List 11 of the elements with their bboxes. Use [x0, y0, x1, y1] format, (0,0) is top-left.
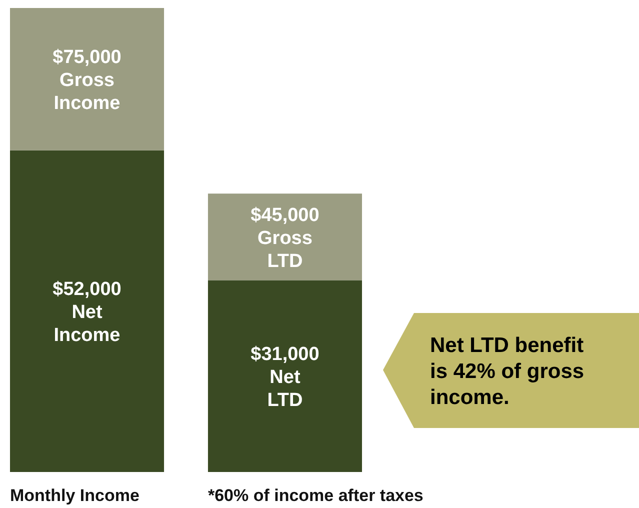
- annotation: Net LTD benefit is 42% of gross income.: [430, 334, 584, 409]
- bar: [208, 194, 362, 280]
- bar: [208, 280, 362, 472]
- total-label: $75,000 Gross Income: [52, 47, 122, 114]
- data-label: $31,000 Net LTD: [250, 344, 320, 412]
- data-label: $52,000 Net Income: [52, 279, 122, 346]
- x-tick-label: Monthly Income: [10, 486, 140, 505]
- total-label: $45,000 Gross LTD: [250, 204, 320, 272]
- bar: [10, 150, 164, 472]
- x-tick-label: *60% of income after taxes: [208, 486, 424, 505]
- bar: [10, 8, 164, 150]
